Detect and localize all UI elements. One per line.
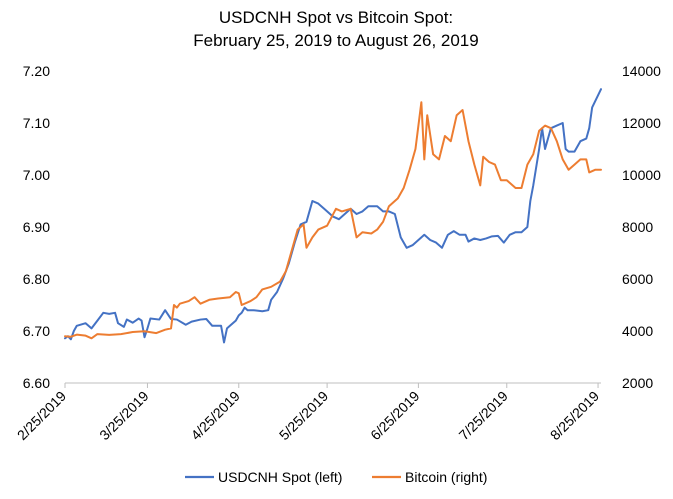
x-tick-label: 6/25/2019	[367, 388, 423, 444]
x-axis-ticks: 2/25/2019 3/25/2019 4/25/2019 5/25/2019 6/25…	[14, 383, 603, 444]
left-tick-label: 6.60	[23, 375, 50, 391]
legend: USDCNH Spot (left) Bitcoin (right)	[185, 469, 487, 485]
x-tick-label: 4/25/2019	[188, 388, 244, 444]
left-tick-label: 7.00	[23, 167, 50, 183]
right-tick-label: 10000	[622, 167, 661, 183]
chart-title: USDCNH Spot vs Bitcoin Spot: February 25…	[193, 8, 478, 50]
chart-title-line-1: USDCNH Spot vs Bitcoin Spot:	[219, 8, 453, 27]
left-tick-label: 6.90	[23, 219, 50, 235]
x-tick-label: 8/25/2019	[547, 388, 603, 444]
series-lines	[64, 88, 602, 344]
x-tick-label: 7/25/2019	[456, 388, 512, 444]
legend-label-bitcoin: Bitcoin (right)	[405, 469, 487, 485]
x-tick-label: 5/25/2019	[276, 388, 332, 444]
right-tick-label: 6000	[622, 271, 653, 287]
left-tick-label: 7.20	[23, 63, 50, 79]
x-tick-label: 3/25/2019	[96, 388, 152, 444]
right-tick-label: 14000	[622, 63, 661, 79]
right-tick-label: 8000	[622, 219, 653, 235]
legend-label-usdcnh: USDCNH Spot (left)	[218, 469, 342, 485]
x-tick-label: 2/25/2019	[14, 388, 70, 444]
left-axis-ticks: 6.60 6.70 6.80 6.90 7.00 7.10 7.20	[23, 63, 50, 391]
right-tick-label: 2000	[622, 375, 653, 391]
right-tick-label: 12000	[622, 115, 661, 131]
right-axis-ticks: 2000 4000 6000 8000 10000 12000 14000	[622, 63, 661, 391]
right-tick-label: 4000	[622, 323, 653, 339]
left-tick-label: 6.80	[23, 271, 50, 287]
left-tick-label: 6.70	[23, 323, 50, 339]
chart-title-line-2: February 25, 2019 to August 26, 2019	[193, 31, 478, 50]
series-line-bitcoin	[64, 101, 602, 340]
left-tick-label: 7.10	[23, 115, 50, 131]
